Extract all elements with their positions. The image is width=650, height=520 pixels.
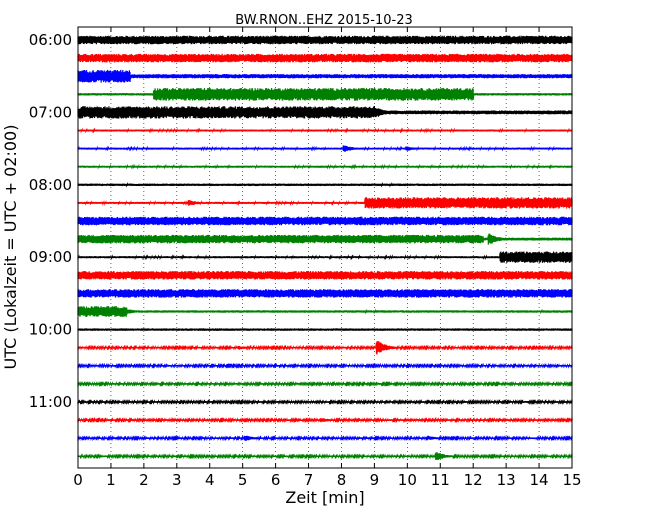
y-axis: 06:00 07:00 08:00 09:00 10:00 11:00 [29, 31, 572, 411]
trace-0915 [77, 270, 573, 280]
y-tick-label: 09:00 [29, 248, 72, 266]
trace-0845 [77, 233, 573, 245]
y-tick-label: 10:00 [29, 321, 72, 339]
x-tick-label: 1 [106, 471, 116, 489]
trace-1100 [77, 398, 573, 405]
y-tick-label: 07:00 [29, 103, 72, 121]
x-tick-label: 14 [530, 471, 549, 489]
trace-0745 [77, 163, 573, 170]
x-tick-label: 4 [205, 471, 215, 489]
trace-0730 [77, 145, 573, 152]
trace-group [77, 35, 573, 460]
trace-1130 [77, 435, 573, 442]
x-tick-label: 11 [431, 471, 450, 489]
chart-title: BW.RNON..EHZ 2015-10-23 [235, 13, 413, 28]
trace-0830 [77, 216, 573, 226]
trace-0930 [77, 289, 573, 298]
trace-0630 [77, 69, 573, 83]
y-tick-label: 08:00 [29, 176, 72, 194]
x-tick-label: 5 [238, 471, 248, 489]
plot-frame [77, 26, 573, 469]
trace-1115 [77, 417, 573, 424]
x-axis: 0 1 2 3 4 5 6 7 8 9 10 11 12 13 14 15 [73, 27, 582, 489]
x-tick-label: 15 [562, 471, 581, 489]
trace-0715 [77, 127, 573, 134]
trace-1000 [77, 328, 573, 331]
x-tick-label: 13 [497, 471, 516, 489]
trace-1015 [77, 341, 573, 355]
y-axis-label: UTC (Lokalzeit = UTC + 02:00) [1, 125, 20, 370]
trace-0900 [77, 251, 573, 263]
x-tick-label: 0 [73, 471, 83, 489]
trace-1030 [77, 362, 573, 369]
x-tick-label: 6 [271, 471, 281, 489]
trace-1045 [77, 380, 573, 387]
y-tick-label: 06:00 [29, 31, 72, 49]
x-tick-label: 3 [172, 471, 182, 489]
trace-0815 [77, 197, 573, 209]
trace-0700 [77, 105, 573, 119]
x-tick-label: 8 [337, 471, 347, 489]
trace-0945 [77, 306, 573, 317]
y-tick-label: 11:00 [29, 393, 72, 411]
x-tick-label: 9 [370, 471, 380, 489]
trace-0800 [77, 181, 573, 188]
trace-0615 [77, 53, 573, 63]
trace-0600 [77, 35, 573, 45]
x-tick-label: 10 [398, 471, 417, 489]
grid [110, 27, 540, 468]
x-tick-label: 12 [464, 471, 483, 489]
trace-0645 [77, 87, 573, 101]
trace-1145 [77, 452, 573, 460]
x-axis-label: Zeit [min] [285, 488, 364, 507]
x-tick-label: 7 [304, 471, 314, 489]
x-tick-label: 2 [139, 471, 149, 489]
